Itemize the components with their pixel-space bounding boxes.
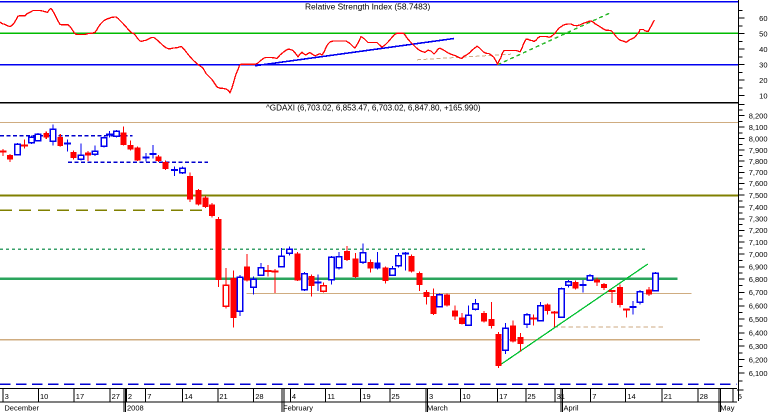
svg-text:7: 7 — [147, 392, 151, 401]
svg-text:28: 28 — [700, 392, 708, 401]
svg-text:6,800: 6,800 — [749, 275, 768, 284]
svg-text:8,200: 8,200 — [749, 111, 768, 120]
svg-text:28: 28 — [255, 392, 263, 401]
svg-text:6,200: 6,200 — [749, 355, 768, 364]
svg-text:4: 4 — [292, 392, 296, 401]
svg-text:3: 3 — [429, 392, 433, 401]
svg-text:May: May — [720, 404, 734, 412]
svg-text:7,100: 7,100 — [749, 238, 768, 247]
svg-text:17: 17 — [76, 392, 84, 401]
svg-text:14: 14 — [184, 392, 192, 401]
svg-text:7,900: 7,900 — [749, 146, 768, 155]
svg-text:7,600: 7,600 — [749, 179, 768, 188]
svg-text:December: December — [4, 404, 39, 412]
svg-text:17: 17 — [499, 392, 507, 401]
svg-text:25: 25 — [391, 392, 399, 401]
svg-text:40: 40 — [759, 45, 767, 54]
svg-text:27: 27 — [112, 392, 120, 401]
svg-text:7,400: 7,400 — [749, 203, 768, 212]
svg-text:7,300: 7,300 — [749, 215, 768, 224]
svg-text:March: March — [427, 404, 448, 412]
svg-text:6,500: 6,500 — [749, 315, 768, 324]
svg-text:19: 19 — [362, 392, 370, 401]
svg-text:10: 10 — [759, 92, 767, 101]
svg-text:8,100: 8,100 — [749, 123, 768, 132]
svg-text:6,100: 6,100 — [749, 369, 768, 378]
svg-text:7,200: 7,200 — [749, 226, 768, 235]
svg-text:14: 14 — [627, 392, 635, 401]
svg-text:3: 3 — [5, 392, 9, 401]
svg-text:21: 21 — [664, 392, 672, 401]
svg-text:7,700: 7,700 — [749, 168, 768, 177]
svg-text:5: 5 — [738, 392, 742, 401]
svg-text:7: 7 — [592, 392, 596, 401]
svg-text:6,900: 6,900 — [749, 263, 768, 272]
svg-text:25: 25 — [527, 392, 535, 401]
svg-text:8,000: 8,000 — [749, 134, 768, 143]
svg-text:11: 11 — [327, 392, 335, 401]
svg-text:6,700: 6,700 — [749, 288, 768, 297]
svg-text:2: 2 — [128, 392, 132, 401]
svg-text:6,400: 6,400 — [749, 329, 768, 338]
svg-text:60: 60 — [759, 14, 767, 23]
svg-text:Relative Strength Index (58.74: Relative Strength Index (58.7483) — [305, 2, 430, 12]
svg-text:6,600: 6,600 — [749, 302, 768, 311]
svg-text:6,300: 6,300 — [749, 342, 768, 351]
svg-text:7,500: 7,500 — [749, 191, 768, 200]
svg-text:2008: 2008 — [127, 404, 144, 412]
svg-text:50: 50 — [759, 30, 767, 39]
svg-text:April: April — [564, 404, 579, 412]
svg-text:10: 10 — [40, 392, 48, 401]
svg-text:February: February — [283, 404, 313, 412]
svg-text:7,000: 7,000 — [749, 250, 768, 259]
svg-text:20: 20 — [759, 76, 767, 85]
svg-text:10: 10 — [462, 392, 470, 401]
svg-text:^GDAXI (6,703.02, 6,853.47, 6,: ^GDAXI (6,703.02, 6,853.47, 6,703.02, 6,… — [266, 104, 481, 113]
svg-text:21: 21 — [219, 392, 227, 401]
svg-text:30: 30 — [759, 61, 767, 70]
svg-text:7,800: 7,800 — [749, 157, 768, 166]
